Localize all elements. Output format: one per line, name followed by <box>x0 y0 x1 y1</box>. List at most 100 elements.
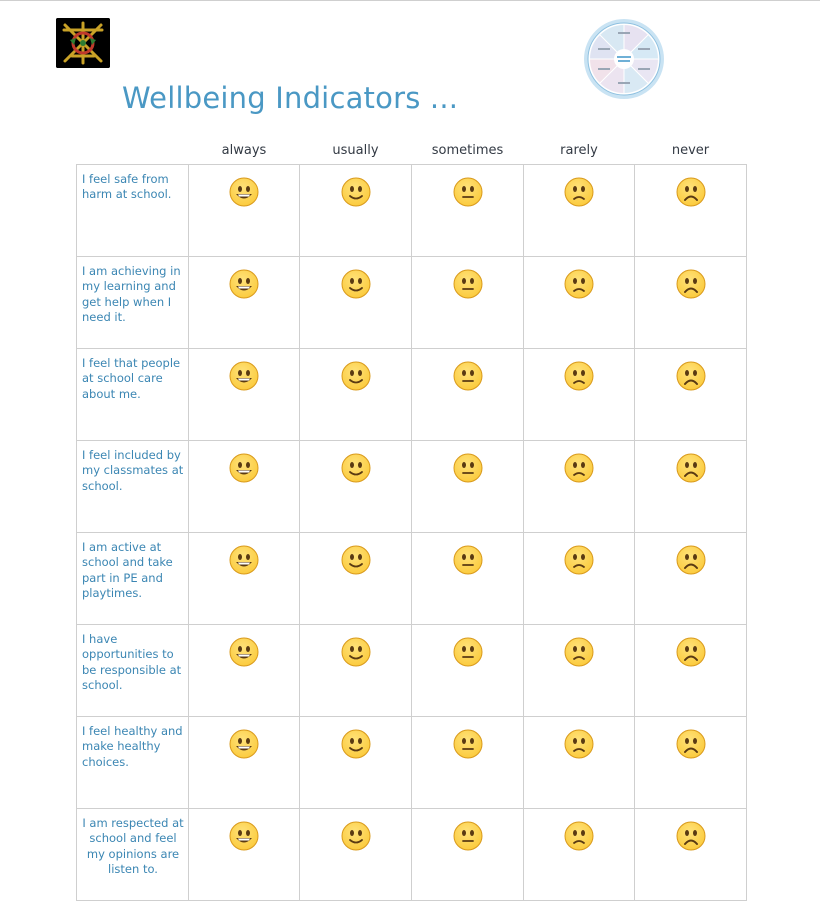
neutral-face-icon <box>453 361 483 391</box>
slightly-smiling-face-icon <box>341 545 371 575</box>
indicator-row: I have opportunities to be responsible a… <box>76 624 747 717</box>
indicator-row: I am achieving in my learning and get he… <box>76 256 747 349</box>
response-cell-rarely[interactable] <box>523 624 635 717</box>
response-cell-usually[interactable] <box>299 348 412 441</box>
school-logo <box>56 18 110 68</box>
frowning-face-icon <box>676 361 706 391</box>
response-cell-rarely[interactable] <box>523 348 635 441</box>
grinning-face-icon <box>229 177 259 207</box>
neutral-face-icon <box>453 545 483 575</box>
response-cell-rarely[interactable] <box>523 164 635 257</box>
indicator-statement: I feel safe from harm at school. <box>76 164 189 257</box>
header-statement <box>77 136 189 165</box>
response-cell-rarely[interactable] <box>523 808 635 901</box>
grinning-face-icon <box>229 637 259 667</box>
response-cell-sometimes[interactable] <box>411 440 524 533</box>
response-cell-sometimes[interactable] <box>411 808 524 901</box>
response-cell-usually[interactable] <box>299 532 412 625</box>
slightly-frowning-face-icon <box>564 177 594 207</box>
response-cell-usually[interactable] <box>299 808 412 901</box>
indicator-row: I feel included by my classmates at scho… <box>76 440 747 533</box>
header-sometimes: sometimes <box>431 142 504 158</box>
indicator-row: I feel that people at school care about … <box>76 348 747 441</box>
frowning-face-icon <box>676 177 706 207</box>
frowning-face-icon <box>676 269 706 299</box>
response-cell-sometimes[interactable] <box>411 532 524 625</box>
indicator-statement: I feel healthy and make healthy choices. <box>76 716 189 809</box>
response-cell-sometimes[interactable] <box>411 348 524 441</box>
header-usually: usually <box>332 142 379 158</box>
frowning-face-icon <box>676 729 706 759</box>
neutral-face-icon <box>453 729 483 759</box>
response-cell-usually[interactable] <box>299 164 412 257</box>
response-cell-never[interactable] <box>634 256 747 349</box>
neutral-face-icon <box>453 453 483 483</box>
grinning-face-icon <box>229 453 259 483</box>
slightly-frowning-face-icon <box>564 361 594 391</box>
response-cell-rarely[interactable] <box>523 440 635 533</box>
neutral-face-icon <box>453 269 483 299</box>
slightly-smiling-face-icon <box>341 453 371 483</box>
grinning-face-icon <box>229 821 259 851</box>
neutral-face-icon <box>453 637 483 667</box>
response-cell-never[interactable] <box>634 348 747 441</box>
indicator-row: I am active at school and take part in P… <box>76 532 747 625</box>
frowning-face-icon <box>676 821 706 851</box>
slightly-smiling-face-icon <box>341 269 371 299</box>
neutral-face-icon <box>453 821 483 851</box>
response-cell-always[interactable] <box>188 348 300 441</box>
response-cell-usually[interactable] <box>299 624 412 717</box>
response-cell-always[interactable] <box>188 440 300 533</box>
neutral-face-icon <box>453 177 483 207</box>
page-title: Wellbeing Indicators ... <box>122 81 459 115</box>
header-rarely: rarely <box>560 142 598 158</box>
response-cell-sometimes[interactable] <box>411 256 524 349</box>
response-cell-always[interactable] <box>188 716 300 809</box>
response-cell-sometimes[interactable] <box>411 716 524 809</box>
response-cell-never[interactable] <box>634 624 747 717</box>
wellbeing-table: always usually sometimes rarely never I … <box>76 136 747 901</box>
slightly-frowning-face-icon <box>564 821 594 851</box>
indicator-statement: I feel that people at school care about … <box>76 348 189 441</box>
response-cell-usually[interactable] <box>299 440 412 533</box>
indicator-statement: I have opportunities to be responsible a… <box>76 624 189 717</box>
slightly-frowning-face-icon <box>564 453 594 483</box>
response-cell-rarely[interactable] <box>523 716 635 809</box>
response-cell-never[interactable] <box>634 164 747 257</box>
indicator-row: I feel healthy and make healthy choices. <box>76 716 747 809</box>
response-cell-usually[interactable] <box>299 256 412 349</box>
grinning-face-icon <box>229 269 259 299</box>
header-never: never <box>671 142 710 158</box>
slightly-frowning-face-icon <box>564 637 594 667</box>
grinning-face-icon <box>229 361 259 391</box>
slightly-smiling-face-icon <box>341 821 371 851</box>
frowning-face-icon <box>676 453 706 483</box>
slightly-frowning-face-icon <box>564 269 594 299</box>
slightly-smiling-face-icon <box>341 177 371 207</box>
response-cell-always[interactable] <box>188 256 300 349</box>
header-row: always usually sometimes rarely never <box>77 136 747 165</box>
header-always: always <box>221 142 267 158</box>
response-cell-always[interactable] <box>188 532 300 625</box>
wellbeing-wheel-image <box>583 18 665 100</box>
response-cell-never[interactable] <box>634 532 747 625</box>
frowning-face-icon <box>676 545 706 575</box>
response-cell-always[interactable] <box>188 624 300 717</box>
response-cell-usually[interactable] <box>299 716 412 809</box>
indicator-statement: I feel included by my classmates at scho… <box>76 440 189 533</box>
indicator-statement: I am respected at school and feel my opi… <box>76 808 189 901</box>
response-cell-rarely[interactable] <box>523 532 635 625</box>
response-cell-never[interactable] <box>634 440 747 533</box>
response-cell-never[interactable] <box>634 716 747 809</box>
response-cell-always[interactable] <box>188 808 300 901</box>
response-cell-always[interactable] <box>188 164 300 257</box>
response-cell-sometimes[interactable] <box>411 164 524 257</box>
response-cell-never[interactable] <box>634 808 747 901</box>
slightly-smiling-face-icon <box>341 729 371 759</box>
slightly-frowning-face-icon <box>564 545 594 575</box>
grinning-face-icon <box>229 545 259 575</box>
response-cell-sometimes[interactable] <box>411 624 524 717</box>
response-cell-rarely[interactable] <box>523 256 635 349</box>
slightly-smiling-face-icon <box>341 361 371 391</box>
grinning-face-icon <box>229 729 259 759</box>
